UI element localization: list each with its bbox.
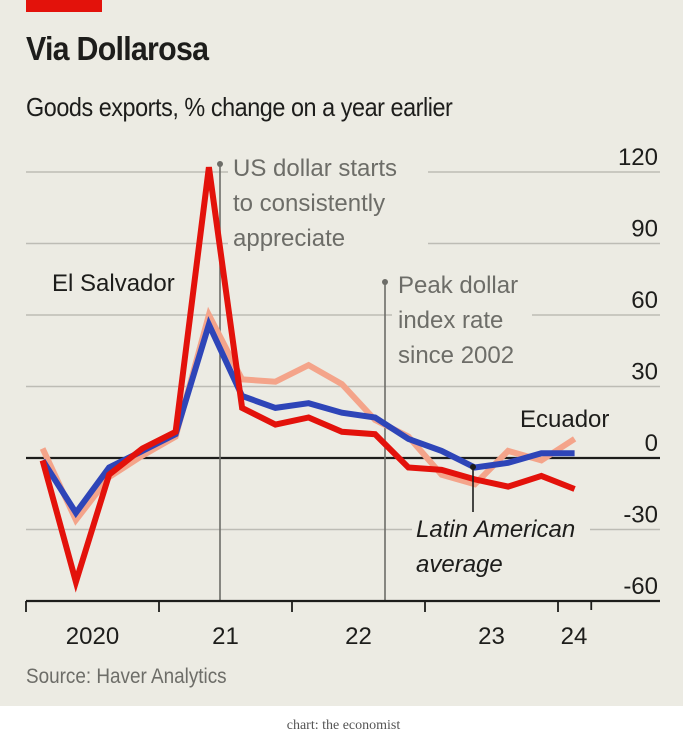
- annotation-peak-dollar: Peak dollar: [398, 272, 518, 299]
- label-latam-average: Latin American: [416, 516, 575, 543]
- annotation-peak-dollar: since 2002: [398, 342, 514, 369]
- labels: El Salvador Ecuador Latin American average U…: [52, 155, 609, 578]
- label-ecuador: Ecuador: [520, 406, 609, 433]
- series-line-el-salvador: [39, 166, 576, 593]
- series-lines: [39, 166, 577, 593]
- label-latam-average: average: [416, 551, 503, 578]
- x-tick-label: 21: [212, 623, 239, 650]
- y-tick-label: 120: [618, 144, 658, 171]
- text-knockout: [600, 212, 662, 240]
- chart-panel: [0, 0, 683, 706]
- text-knockout: [392, 268, 532, 368]
- y-tick-label: -60: [623, 573, 658, 600]
- y-axis: 120 90 60 30 0 -30 -60: [618, 144, 658, 600]
- line-chart: 120 90 60 30 0 -30 -60 2020 21 22 23 24 El Salvado…: [25, 140, 662, 650]
- y-tick-label: 90: [631, 216, 658, 243]
- y-tick-label: 60: [631, 287, 658, 314]
- annotation-dot: [217, 161, 223, 167]
- annotation-dot: [382, 279, 388, 285]
- label-el-salvador: El Salvador: [52, 270, 175, 297]
- text-knockout: [600, 140, 662, 168]
- x-tick-label: 24: [561, 623, 588, 650]
- text-knockout: [600, 355, 662, 383]
- text-knockout: [600, 283, 662, 311]
- x-axis: 2020 21 22 23 24: [25, 599, 660, 650]
- y-tick-label: 30: [631, 359, 658, 386]
- annotation-dollar-appreciate: to consistently: [233, 190, 385, 217]
- series-line-ecuador: [39, 306, 577, 526]
- y-tick-label: 0: [645, 430, 658, 457]
- chart-title: Via Dollarosa: [26, 30, 209, 67]
- y-tick-label: -30: [623, 502, 658, 529]
- text-knockout: [412, 510, 590, 580]
- annotation-peak-dollar: index rate: [398, 307, 503, 334]
- chart-subtitle: Goods exports, % change on a year earlie…: [26, 92, 453, 122]
- latam-pointer-dot: [470, 464, 476, 470]
- x-tick-label: 23: [478, 623, 505, 650]
- brand-red-bar: [26, 0, 102, 12]
- source-note: Source: Haver Analytics: [26, 665, 227, 688]
- text-knockout: [228, 150, 428, 250]
- text-knockout: [598, 498, 662, 526]
- chart-credit: chart: the economist: [286, 718, 401, 733]
- annotation-dollar-appreciate: US dollar starts: [233, 155, 397, 182]
- x-tick-label: 2020: [66, 623, 119, 650]
- x-tick-label: 22: [345, 623, 372, 650]
- annotation-dollar-appreciate: appreciate: [233, 225, 345, 252]
